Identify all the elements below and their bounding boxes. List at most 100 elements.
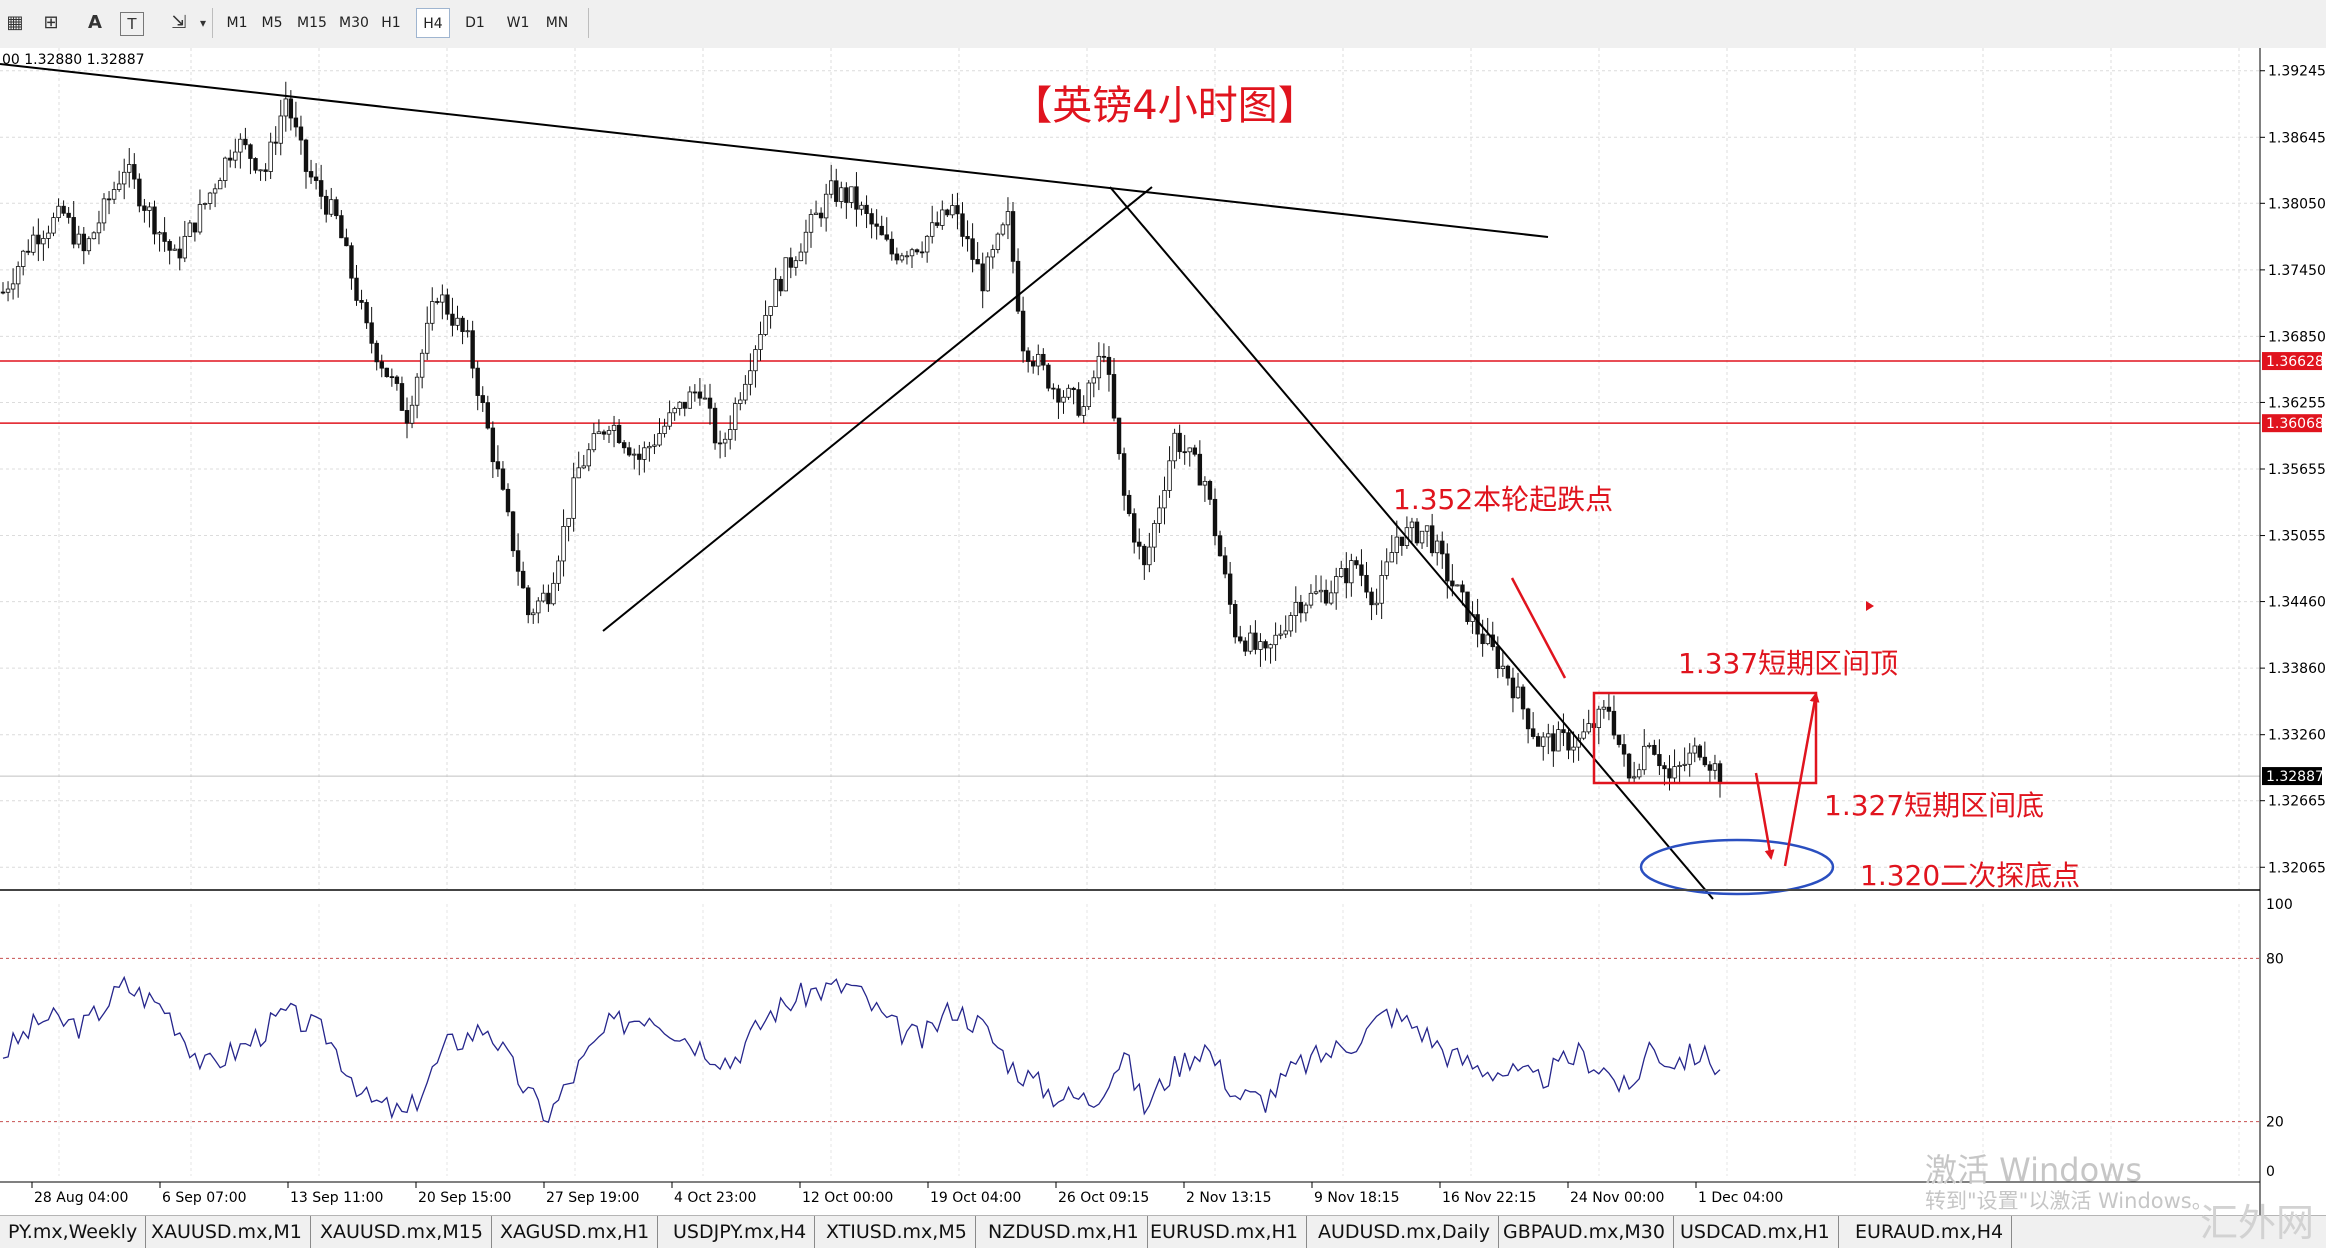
symbol-tab[interactable]: EURAUD.mx,H4 [1847, 1216, 2013, 1248]
indicator-icon[interactable]: ⊞ [43, 12, 59, 33]
symbol-tab[interactable]: PY.mx,Weekly [0, 1216, 147, 1248]
candle-body [1702, 756, 1708, 766]
candle-body [1455, 584, 1460, 587]
candle-body [1601, 706, 1607, 710]
candle-body [1096, 355, 1102, 379]
candle-body [1172, 432, 1177, 462]
chart-type-icon[interactable]: ▦ [6, 12, 24, 33]
candle-body [1596, 708, 1601, 728]
symbol-tab[interactable]: XAUUSD.mx,M1 [143, 1216, 311, 1248]
timeframe-m1-button[interactable]: M1 [226, 15, 248, 31]
price-tick-label: 1.33860 [2268, 661, 2326, 677]
candle-body [1273, 634, 1278, 646]
candle-body [1616, 734, 1622, 745]
candle-body [470, 330, 475, 369]
candle-body [167, 241, 172, 251]
timeframe-mn-button[interactable]: MN [545, 15, 569, 31]
candle-body [1621, 744, 1627, 755]
candle-body [980, 263, 985, 292]
arrow-icon[interactable]: ⇲ [171, 12, 187, 33]
support-trendline [602, 186, 1153, 632]
candle-body [207, 192, 213, 204]
candle-body [1283, 630, 1288, 635]
candle-body [1318, 589, 1324, 593]
text-tool-button[interactable]: A [88, 12, 102, 33]
candle-body [854, 186, 859, 210]
candle-body [263, 169, 268, 172]
candle-body [541, 592, 546, 602]
candle-body [349, 245, 354, 279]
symbol-tab[interactable]: XAUUSD.mx,M15 [312, 1216, 492, 1248]
symbol-tab[interactable]: XAGUSD.mx,H1 [492, 1216, 659, 1248]
symbol-tab[interactable]: USDCAD.mx,H1 [1672, 1216, 1839, 1248]
timeframe-m5-button[interactable]: M5 [261, 15, 283, 31]
candle-body [692, 391, 698, 394]
candle-body [1546, 733, 1551, 738]
symbol-tab[interactable]: USDJPY.mx,H4 [665, 1216, 816, 1248]
candle-body [935, 222, 940, 226]
candle-body [904, 255, 910, 258]
symbol-tab[interactable]: NZDUSD.mx,H1 [980, 1216, 1148, 1248]
candle-body [793, 260, 799, 268]
timeframe-w1-button[interactable]: W1 [506, 15, 530, 31]
candle-body [1339, 568, 1344, 577]
candle-body [879, 225, 884, 236]
candle-body [738, 399, 743, 404]
candle-body [1101, 355, 1107, 358]
symbol-tab[interactable]: EURUSD.mx,H1 [1142, 1216, 1307, 1248]
chart-annotation: 1.327短期区间底 [1824, 789, 2044, 822]
time-tick-label: 26 Oct 09:15 [1058, 1190, 1149, 1206]
candle-body [601, 431, 607, 435]
candle-body [1642, 745, 1647, 771]
candle-body [995, 233, 1001, 250]
candle-body [621, 442, 627, 449]
candle-body [1389, 552, 1394, 563]
candle-body [561, 526, 566, 562]
price-tick-label: 1.33260 [2268, 728, 2326, 744]
candle-body [1041, 353, 1046, 366]
candle-body [899, 255, 905, 261]
candle-body [1288, 615, 1293, 632]
candle-body [1414, 521, 1420, 544]
chevron-down-icon[interactable]: ▾ [199, 16, 207, 30]
timeframe-d1-button[interactable]: D1 [465, 15, 485, 31]
candle-body [86, 238, 92, 252]
timeframe-m30-button[interactable]: M30 [339, 15, 369, 31]
candle-body [849, 186, 854, 203]
candle-body [1374, 602, 1379, 606]
decline-trace [1510, 577, 1567, 679]
candle-body [475, 367, 480, 396]
timeframe-m15-button[interactable]: M15 [297, 15, 327, 31]
timeframe-h4-button[interactable]: H4 [416, 8, 450, 38]
symbol-tab[interactable]: XTIUSD.mx,M5 [818, 1216, 976, 1248]
candle-body [1354, 560, 1359, 566]
candle-body [1475, 614, 1480, 635]
symbol-tab[interactable]: GBPAUD.mx,M30 [1495, 1216, 1674, 1248]
candle-body [46, 232, 51, 239]
candle-body [611, 424, 617, 431]
candle-body [1217, 535, 1223, 557]
timeframe-h1-button[interactable]: H1 [381, 15, 401, 31]
candle-body [1672, 766, 1677, 779]
candle-body [788, 257, 793, 268]
price-chart[interactable]: 1.352本轮起跌点 1.337短期区间顶 1.327短期区间底 1.320二次探底点… [0, 48, 2326, 1215]
candle-body [1233, 603, 1238, 638]
candle-body [844, 187, 849, 203]
candle-body [1293, 601, 1298, 616]
level-price-tag [2262, 414, 2322, 433]
candle-body [116, 183, 122, 190]
candle-body [955, 205, 960, 215]
candle-body [495, 461, 501, 470]
candle-body [283, 98, 288, 117]
candle-body [970, 238, 975, 260]
candle-body [1409, 521, 1415, 529]
candle-body [596, 431, 602, 435]
candle-body [924, 235, 930, 253]
symbol-tab[interactable]: AUDUSD.mx,Daily [1310, 1216, 1500, 1248]
candle-body [1253, 632, 1258, 650]
candle-body [248, 144, 253, 159]
candle-body [379, 361, 384, 369]
candle-body [1571, 746, 1576, 751]
candle-body [1667, 768, 1672, 779]
label-tool-button[interactable]: T [120, 12, 144, 36]
